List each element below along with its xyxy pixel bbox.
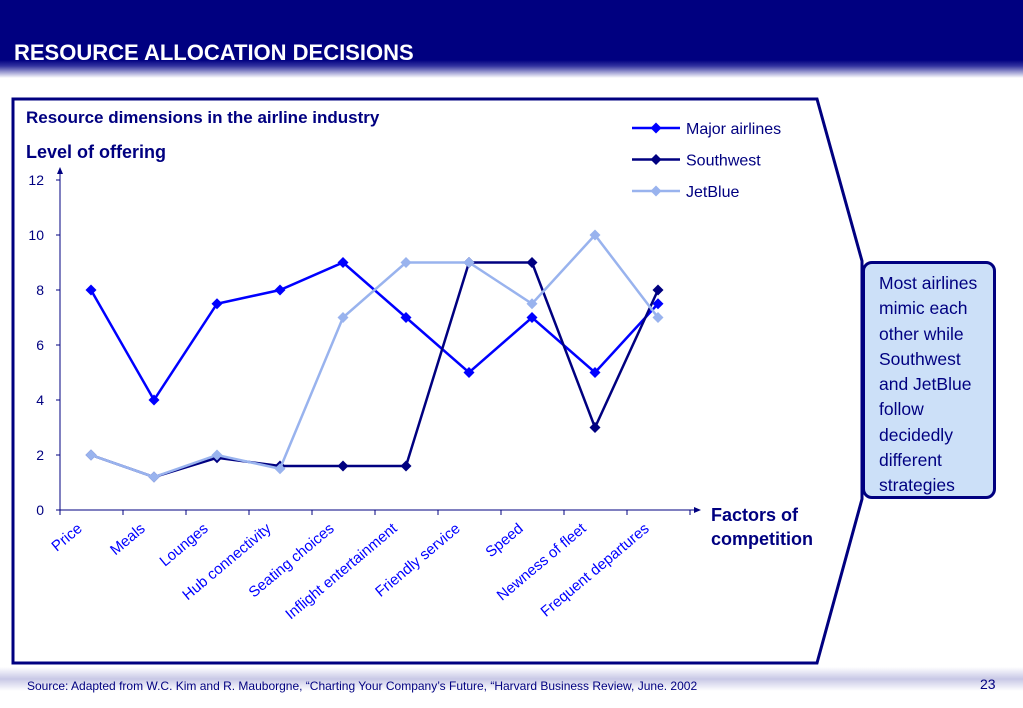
y-axis-title: Level of offering [26,142,167,162]
y-tick-label: 10 [28,227,44,243]
y-tick-label: 0 [36,502,44,518]
legend-label: JetBlue [686,184,739,201]
y-tick-label: 12 [28,172,44,188]
header-bar [0,0,1023,78]
data-point-marker [589,367,601,378]
x-category-label: Lounges [157,520,212,570]
y-tick-label: 2 [36,447,44,463]
data-point-marker [274,463,286,475]
data-point-marker [526,298,538,310]
y-axis-arrow [57,167,63,174]
data-point-marker [337,460,349,472]
data-point-marker [526,312,538,323]
data-point-marker [400,257,412,268]
data-point-marker [274,284,286,296]
source-note: Source: Adapted from W.C. Kim and R. Mau… [27,679,698,693]
page-number: 23 [980,676,996,692]
data-point-marker [652,298,664,310]
data-point-marker [337,257,349,268]
callout-line: Southwest [879,348,961,369]
x-category-label: Speed [482,520,526,561]
legend-label: Major airlines [686,121,781,138]
x-category-label: Frequent departures [538,520,653,620]
legend-swatch-marker [650,154,662,165]
x-category-label: Inflight entertainment [282,520,401,624]
callout-line: and JetBlue [879,374,972,395]
data-point-marker [85,449,97,461]
y-tick-label: 4 [36,392,44,408]
data-point-marker [148,394,160,406]
data-point-marker [589,229,601,241]
callout-line: follow [879,399,924,420]
series-line [90,233,659,479]
data-point-marker [85,284,97,296]
legend-swatch-marker [650,122,662,134]
series-line [90,261,660,479]
data-point-marker [589,422,601,433]
callout-line: strategies [879,475,955,496]
legend-label: Southwest [686,153,761,170]
data-point-marker [400,312,412,323]
callout-line: other while [879,323,964,344]
data-point-marker [463,367,475,378]
data-point-marker [463,257,475,268]
x-category-label: Price [48,520,85,555]
x-axis-title: Factors of competition [711,505,813,549]
chart-panel-border [11,97,864,665]
data-point-marker [211,298,223,310]
data-point-marker [526,257,538,268]
data-point-marker [652,284,664,296]
callout-line: mimic each [879,298,968,319]
data-point-marker [211,449,223,461]
series-line [89,261,659,403]
callout-line: Most airlines [879,273,978,293]
chart-title: Resource dimensions in the airline indus… [26,108,380,127]
y-tick-label: 8 [36,282,44,298]
callout-text: Most airlines mimic each other while Southw… [879,271,983,499]
callout-box: Most airlines mimic each other while Southw… [862,261,996,499]
data-point-marker [337,312,349,323]
slide-title: RESOURCE ALLOCATION DECISIONS [14,40,414,65]
legend-swatch-marker [650,185,662,197]
callout-line: decidedly [879,424,953,445]
x-category-label: Meals [107,520,149,559]
footer-band [0,667,1023,708]
data-point-marker [148,471,160,483]
data-point-marker [652,312,664,323]
data-point-marker [400,460,412,472]
x-axis-arrow [694,507,701,513]
y-tick-label: 6 [36,337,44,353]
callout-line: different [879,450,942,471]
